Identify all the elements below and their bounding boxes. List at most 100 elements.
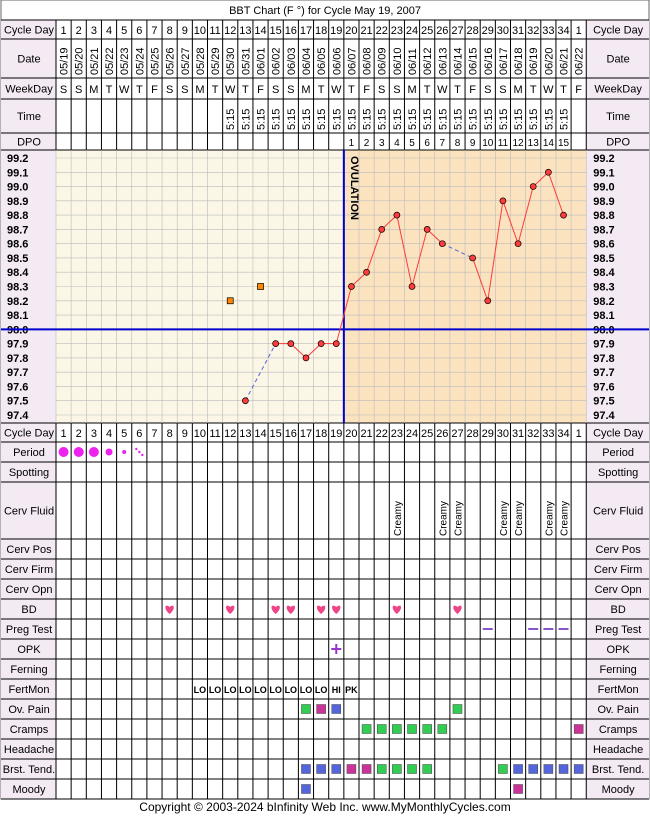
- side-label-bg: [586, 739, 649, 759]
- side-label-bg: [586, 619, 649, 639]
- side-label-bg: [586, 719, 649, 739]
- side-label-bg: [586, 579, 649, 599]
- cycle-day-cell: 12: [224, 428, 236, 440]
- dpo-cell: 14: [543, 138, 555, 149]
- period-dot: [88, 447, 99, 457]
- temperature-point: [378, 226, 386, 233]
- y-tick-label: 97.9: [7, 339, 28, 351]
- row-label-spotting: Spotting: [9, 467, 49, 479]
- fertmon-reading: LO: [239, 685, 252, 695]
- row-label-brst_tend: Brst. Tend.: [3, 764, 55, 776]
- cycle-day-cell: 10: [194, 428, 206, 440]
- time-cell: 5:15: [528, 109, 540, 130]
- side-label-bg: [1, 719, 56, 739]
- weekday-cell: F: [469, 84, 476, 96]
- weekday-cell: T: [348, 84, 355, 96]
- period-spotting-dot: [141, 453, 144, 457]
- y-tick-label: 97.8: [7, 353, 28, 365]
- date-cell: 06/17: [498, 47, 510, 75]
- dpo-cell: 9: [470, 138, 476, 149]
- cycle-day-cell: 11: [209, 428, 220, 440]
- temperature-point: [469, 254, 476, 262]
- side-label-bg: [586, 133, 649, 150]
- date-cell: 06/06: [331, 47, 343, 75]
- y-tick-label: 97.6: [593, 381, 614, 393]
- weekday-cell: W: [437, 84, 448, 96]
- ov-pain-marker: [301, 704, 311, 714]
- row-label-fertmon: FertMon: [9, 684, 50, 696]
- dpo-cell: 5: [409, 138, 415, 149]
- cycle-day-cell: 4: [106, 25, 112, 37]
- bd-heart-icon: [226, 605, 235, 614]
- time-cell: 5:15: [452, 109, 464, 130]
- cycle-day-cell: 16: [285, 25, 297, 37]
- weekday-cell: W: [543, 84, 554, 96]
- weekday-cell: T: [454, 84, 461, 96]
- temperature-line: [290, 343, 307, 359]
- y-tick-label: 97.5: [593, 396, 614, 408]
- side-label-bg: [586, 699, 649, 719]
- temperature-point: [484, 297, 492, 305]
- row-label-period: Period: [13, 447, 45, 459]
- cycle-day-cell: 14: [254, 25, 266, 37]
- bd-heart-icon: [332, 605, 341, 614]
- temperature-point: [317, 340, 325, 347]
- brst-tend-marker: [392, 764, 402, 774]
- y-tick-label: 97.5: [7, 396, 28, 408]
- cycle-day-cell: 29: [482, 428, 494, 440]
- row-label-date: Date: [17, 54, 40, 66]
- cerv-fluid-text: Creamy: [438, 501, 449, 536]
- time-cell: 5:15: [286, 109, 298, 130]
- fertmon-reading: LO: [194, 685, 207, 695]
- row-label-moody: Moody: [602, 784, 636, 796]
- time-cell: 5:15: [362, 109, 374, 130]
- cycle-day-cell: 7: [151, 428, 157, 440]
- temperature-point: [348, 283, 355, 290]
- side-label-bg: [1, 639, 56, 659]
- row-label-cramps: Cramps: [10, 724, 49, 736]
- brst-tend-marker: [573, 764, 584, 774]
- row-label-time: Time: [17, 111, 41, 123]
- cycle-day-cell: 13: [239, 25, 251, 37]
- cycle-day-cell: 20: [345, 25, 357, 37]
- time-cell: 5:15: [240, 109, 252, 130]
- date-cell: 06/02: [271, 47, 283, 75]
- cerv-fluid-text: Creamy: [560, 501, 571, 536]
- date-cell: 05/30: [225, 47, 237, 75]
- weekday-cell: S: [181, 84, 188, 96]
- row-label-cerv_opn: Cerv Opn: [5, 584, 52, 596]
- time-cell: 5:15: [346, 109, 358, 130]
- side-label-bg: [1, 759, 56, 779]
- y-tick-label: 98.1: [7, 310, 28, 322]
- fertmon-reading: LO: [300, 685, 313, 695]
- cycle-day-cell: 8: [167, 25, 173, 37]
- side-label-bg: [586, 99, 649, 133]
- cycle-day-cell: 6: [136, 25, 142, 37]
- cycle-day-cell: 25: [421, 25, 433, 37]
- y-tick-label: 98.5: [7, 253, 28, 265]
- weekday-cell: M: [195, 84, 204, 96]
- temperature-point: [363, 268, 370, 276]
- cycle-day-cell: 20: [345, 428, 357, 440]
- time-cell: 5:15: [437, 109, 449, 130]
- ov-pain-marker: [331, 704, 342, 714]
- weekday-cell: T: [424, 84, 431, 96]
- cycle-day-cell: 1: [61, 428, 67, 440]
- temperature-point: [545, 168, 552, 176]
- cycle-day-cell: 30: [497, 25, 509, 37]
- date-cell: 06/20: [543, 47, 555, 75]
- cycle-day-cell: 31: [512, 25, 524, 37]
- row-label-cerv_pos: Cerv Pos: [596, 544, 642, 556]
- time-cell: 5:15: [422, 109, 434, 130]
- row-label-ov_pain: Ov. Pain: [597, 704, 638, 716]
- side-label-bg: [586, 423, 649, 442]
- time-cell: 5:15: [483, 109, 495, 130]
- date-cell: 06/10: [392, 47, 404, 75]
- temperature-line: [351, 271, 367, 287]
- temperature-point: [287, 340, 295, 347]
- cycle-day-cell: 28: [467, 25, 479, 37]
- temperature-line: [396, 215, 413, 287]
- y-tick-label: 98.5: [593, 253, 614, 265]
- brst-tend-marker: [422, 764, 432, 774]
- temperature-point: [242, 397, 249, 405]
